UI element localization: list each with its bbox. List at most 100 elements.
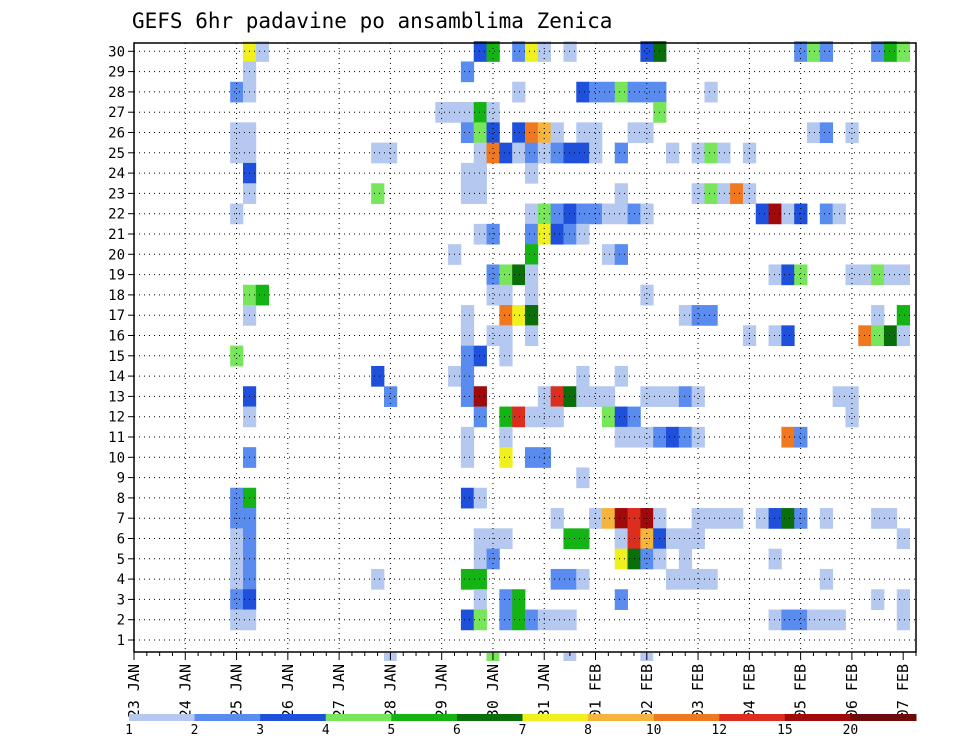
heatmap-cell bbox=[883, 325, 898, 347]
x-tick-label: 02 FEB bbox=[638, 664, 656, 718]
heatmap-cell bbox=[473, 568, 487, 590]
heatmap-cell bbox=[730, 508, 744, 529]
heatmap-cell bbox=[678, 305, 693, 326]
heatmap-cell bbox=[601, 81, 616, 103]
below-axis-cell bbox=[563, 653, 577, 661]
axes: 1234567891011121314151617181920212223242… bbox=[108, 42, 917, 718]
colorbar-label: 15 bbox=[777, 723, 793, 738]
y-tick-label: 6 bbox=[117, 532, 125, 548]
heatmap-cell bbox=[230, 568, 244, 590]
y-tick-label: 18 bbox=[108, 288, 125, 304]
heatmap-cell bbox=[460, 183, 475, 204]
y-tick-label: 25 bbox=[108, 146, 125, 162]
heatmap-cell bbox=[845, 406, 859, 428]
y-tick-label: 14 bbox=[108, 369, 125, 385]
heatmap-cell bbox=[781, 426, 795, 448]
heatmap-cell bbox=[678, 386, 693, 407]
heatmap-cell bbox=[576, 365, 590, 387]
heatmap-cell bbox=[563, 203, 577, 225]
heatmap-cell bbox=[691, 386, 705, 407]
heatmap-cell bbox=[230, 609, 244, 631]
heatmap-cell bbox=[563, 142, 577, 164]
colorbar-swatch bbox=[129, 714, 196, 721]
y-tick-label: 17 bbox=[108, 308, 125, 324]
heatmap-cell bbox=[563, 386, 577, 407]
heatmap-cell bbox=[486, 325, 500, 347]
heatmap-cell bbox=[473, 345, 487, 367]
y-tick-label: 23 bbox=[108, 186, 125, 202]
y-tick-label: 7 bbox=[117, 511, 125, 527]
heatmap-cell bbox=[678, 528, 693, 550]
heatmap-cell bbox=[525, 609, 539, 631]
heatmap-cell bbox=[704, 568, 718, 590]
heatmap-cell bbox=[666, 142, 680, 164]
colorbar-label: 6 bbox=[453, 723, 461, 738]
x-tick-label: 29 JAN bbox=[433, 664, 451, 718]
heatmap-cell bbox=[563, 41, 577, 62]
heatmap-cell bbox=[704, 508, 718, 529]
heatmap-cell bbox=[576, 528, 590, 550]
colorbar-label: 7 bbox=[519, 723, 527, 738]
heatmap-cell bbox=[576, 568, 590, 590]
heatmap-cell bbox=[473, 386, 487, 407]
heatmap-cell bbox=[576, 223, 590, 245]
heatmap-cell bbox=[614, 244, 628, 265]
heatmap-cell bbox=[499, 305, 513, 326]
heatmap-cell bbox=[512, 305, 526, 326]
heatmap-cell bbox=[563, 223, 577, 245]
x-tick-label: 31 JAN bbox=[535, 664, 553, 718]
y-tick-label: 27 bbox=[108, 105, 125, 121]
heatmap-cell bbox=[871, 589, 885, 610]
colorbar-swatch bbox=[456, 714, 523, 721]
colorbar-label: 2 bbox=[191, 723, 199, 738]
heatmap-cell bbox=[601, 406, 616, 428]
heatmap-cell bbox=[255, 41, 270, 62]
heatmap-cell bbox=[614, 183, 628, 204]
y-tick-label: 16 bbox=[108, 329, 125, 345]
heatmap-cell bbox=[473, 142, 487, 164]
heatmap-cell bbox=[717, 508, 731, 529]
heatmap-cell bbox=[371, 568, 385, 590]
heatmap-cell bbox=[871, 325, 885, 347]
heatmap-cell bbox=[614, 548, 628, 570]
heatmap-cell bbox=[550, 406, 564, 428]
heatmap-cell bbox=[486, 284, 500, 306]
y-tick-label: 20 bbox=[108, 247, 125, 263]
heatmap-cell bbox=[525, 203, 539, 225]
heatmap-cell bbox=[871, 41, 885, 62]
chart-title: GEFS 6hr padavine po ansamblima Zenica bbox=[132, 9, 612, 33]
heatmap-cell bbox=[704, 142, 718, 164]
heatmap-cell bbox=[525, 244, 539, 265]
heatmap-cell bbox=[614, 365, 628, 387]
heatmap-cell bbox=[640, 122, 654, 144]
y-tick-label: 1 bbox=[117, 633, 125, 649]
heatmap-cell bbox=[512, 81, 526, 103]
heatmap-cell bbox=[704, 305, 718, 326]
y-tick-label: 26 bbox=[108, 126, 125, 142]
heatmap-cell bbox=[896, 264, 910, 286]
heatmap-cell bbox=[473, 183, 487, 204]
heatmap-cell bbox=[883, 264, 898, 286]
heatmap-cell bbox=[499, 264, 513, 286]
heatmap-cell bbox=[896, 589, 910, 610]
x-tick-label: 05 FEB bbox=[792, 664, 810, 718]
heatmap-cell bbox=[255, 284, 270, 306]
heatmap-cell bbox=[550, 223, 564, 245]
heatmap-cell bbox=[486, 122, 500, 144]
heatmap-cell bbox=[371, 142, 385, 164]
x-tick-label: 23 JAN bbox=[125, 664, 143, 718]
heatmap-cell bbox=[781, 264, 795, 286]
heatmap-cell bbox=[781, 203, 795, 225]
x-tick-label: 28 JAN bbox=[381, 664, 399, 718]
heatmap-cell bbox=[871, 305, 885, 326]
colorbar-swatch bbox=[850, 714, 917, 721]
heatmap-cell bbox=[486, 264, 500, 286]
heatmap-cell bbox=[601, 203, 616, 225]
heatmap-cell bbox=[871, 508, 885, 529]
y-tick-label: 11 bbox=[108, 430, 125, 446]
heatmap-cell bbox=[499, 142, 513, 164]
heatmap-cell bbox=[614, 528, 628, 550]
heatmap-cell bbox=[819, 568, 834, 590]
heatmap-cell bbox=[499, 528, 513, 550]
heatmap-cell bbox=[896, 305, 910, 326]
